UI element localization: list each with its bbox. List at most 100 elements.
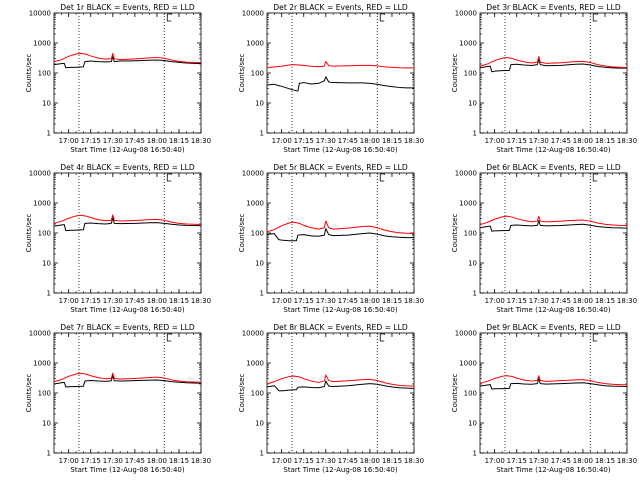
y-tick-label: 10 (468, 420, 477, 428)
x-axis-label: Start Time (12-Aug-08 16:50:40) (283, 466, 397, 474)
y-tick-label: 100 (464, 230, 477, 238)
x-tick-label: 18:30 (191, 137, 211, 145)
panel-title: Det 6r BLACK = Events, RED = LLD (486, 163, 621, 172)
detector-panel: Det 9r BLACK = Events, RED = LLD 1 10 100 10… (451, 323, 637, 474)
events-series-line (53, 374, 202, 388)
x-tick-label: 17:15 (294, 297, 314, 305)
y-tick-label: 100 (251, 230, 264, 238)
events-series-line (266, 380, 415, 392)
plot-frame (53, 332, 202, 454)
x-tick-label: 17:00 (485, 137, 505, 145)
x-axis-label: Start Time (12-Aug-08 16:50:40) (283, 306, 397, 314)
bracket-marker (379, 173, 385, 182)
y-axis-label: Counts/sec (451, 54, 459, 93)
x-tick-label: 18:30 (617, 297, 637, 305)
y-tick-label: 1 (473, 290, 477, 298)
panel-title: Det 7r BLACK = Events, RED = LLD (60, 323, 195, 332)
x-tick-label: 18:15 (169, 297, 189, 305)
y-tick-label: 100 (251, 390, 264, 398)
y-axis-label: Counts/sec (25, 214, 33, 253)
bracket-marker (379, 333, 385, 342)
y-tick-label: 1000 (459, 360, 477, 368)
detector-panel: Det 2r BLACK = Events, RED = LLD 1 10 100 10… (238, 3, 424, 154)
y-tick-label: 1000 (246, 40, 264, 48)
plot-frame (53, 172, 202, 294)
y-tick-label: 1 (473, 130, 477, 138)
events-series-line (479, 59, 627, 73)
x-axis-label: Start Time (12-Aug-08 16:50:40) (70, 306, 184, 314)
plot-frame (266, 332, 415, 454)
x-tick-label: 18:00 (573, 297, 593, 305)
panel-title: Det 8r BLACK = Events, RED = LLD (273, 323, 408, 332)
x-tick-label: 17:45 (551, 137, 571, 145)
detector-panel: Det 8r BLACK = Events, RED = LLD 1 10 100 10… (238, 323, 424, 474)
y-tick-label: 10000 (29, 10, 51, 18)
x-tick-label: 17:30 (529, 297, 549, 305)
panel-title: Det 4r BLACK = Events, RED = LLD (60, 163, 195, 172)
y-tick-label: 100 (251, 70, 264, 78)
y-tick-label: 1 (260, 290, 264, 298)
y-tick-label: 10 (42, 420, 51, 428)
x-tick-label: 17:30 (316, 137, 336, 145)
x-tick-label: 17:15 (81, 137, 101, 145)
y-tick-label: 10000 (242, 330, 264, 338)
x-tick-label: 18:15 (169, 457, 189, 465)
x-tick-label: 17:15 (507, 137, 527, 145)
x-tick-label: 18:00 (573, 457, 593, 465)
y-tick-label: 10 (255, 260, 264, 268)
detector-panel: Det 6r BLACK = Events, RED = LLD 1 10 100 10… (451, 163, 637, 314)
x-tick-label: 18:30 (617, 457, 637, 465)
y-tick-label: 10 (255, 100, 264, 108)
plot-frame (266, 12, 415, 134)
bracket-marker (592, 13, 598, 22)
y-tick-label: 10000 (29, 330, 51, 338)
y-tick-label: 10000 (29, 170, 51, 178)
x-tick-label: 17:15 (507, 457, 527, 465)
y-tick-label: 100 (38, 70, 51, 78)
y-axis-label: Counts/sec (238, 374, 246, 413)
x-tick-label: 18:15 (595, 137, 615, 145)
y-tick-label: 1 (47, 450, 51, 458)
lld-series-line (266, 374, 415, 387)
y-axis-label: Counts/sec (238, 54, 246, 93)
x-tick-label: 18:00 (360, 457, 380, 465)
x-tick-label: 17:45 (338, 137, 358, 145)
x-tick-label: 17:45 (551, 457, 571, 465)
x-tick-label: 18:00 (147, 137, 167, 145)
x-tick-label: 18:15 (595, 457, 615, 465)
lld-series-line (479, 55, 628, 69)
events-series-line (479, 378, 628, 390)
x-tick-label: 17:30 (316, 457, 336, 465)
panel-title: Det 1r BLACK = Events, RED = LLD (60, 3, 195, 12)
panel-title: Det 2r BLACK = Events, RED = LLD (273, 3, 408, 12)
x-tick-label: 18:30 (191, 297, 211, 305)
y-tick-label: 100 (38, 390, 51, 398)
bracket-marker (592, 333, 598, 342)
y-tick-label: 100 (464, 70, 477, 78)
x-tick-label: 17:00 (59, 457, 79, 465)
x-tick-label: 17:00 (272, 297, 292, 305)
x-tick-label: 18:00 (360, 137, 380, 145)
x-tick-label: 18:15 (595, 297, 615, 305)
plot-frame (53, 12, 202, 134)
y-tick-label: 1000 (33, 200, 51, 208)
x-axis-label: Start Time (12-Aug-08 16:50:40) (70, 466, 184, 474)
y-axis-label: Counts/sec (451, 214, 459, 253)
y-tick-label: 1000 (33, 40, 51, 48)
y-tick-label: 10 (468, 100, 477, 108)
y-tick-label: 10000 (242, 10, 264, 18)
x-tick-label: 17:45 (551, 297, 571, 305)
lld-series-line (266, 61, 414, 69)
x-tick-label: 18:00 (360, 297, 380, 305)
x-axis-label: Start Time (12-Aug-08 16:50:40) (496, 466, 610, 474)
y-tick-label: 1000 (246, 360, 264, 368)
x-tick-label: 17:00 (59, 297, 79, 305)
detector-panel: Det 7r BLACK = Events, RED = LLD 1 10 100 10… (25, 323, 211, 474)
x-tick-label: 18:15 (382, 297, 402, 305)
y-tick-label: 1000 (459, 40, 477, 48)
lld-series-line (53, 214, 202, 225)
x-tick-label: 18:30 (404, 297, 424, 305)
y-tick-label: 10000 (455, 170, 477, 178)
x-tick-label: 18:30 (404, 137, 424, 145)
